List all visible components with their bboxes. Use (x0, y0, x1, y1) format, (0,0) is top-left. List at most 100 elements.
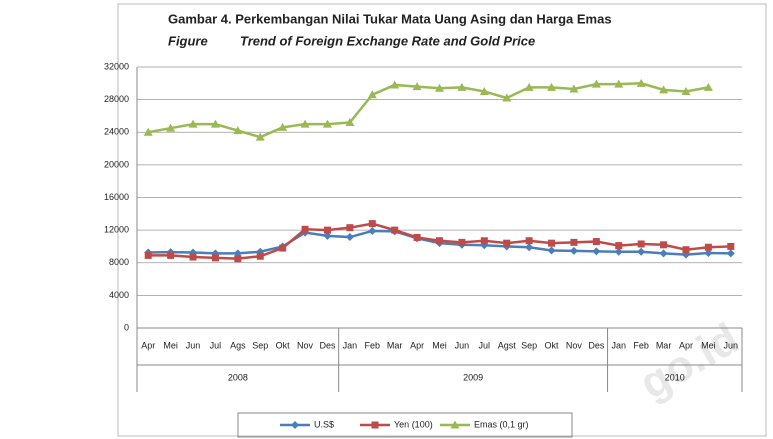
legend-marker (450, 420, 460, 429)
x-tick-label: Des (319, 340, 336, 350)
data-point (704, 248, 713, 257)
data-point (234, 255, 242, 263)
x-tick-label: Mei (432, 340, 447, 350)
legend-label: Emas (0,1 gr) (474, 419, 529, 429)
data-point (525, 243, 534, 252)
data-point (346, 224, 354, 232)
data-point (167, 251, 175, 259)
data-point (659, 249, 668, 258)
x-tick-label: Jan (343, 340, 358, 350)
y-tick-label: 12000 (104, 225, 129, 235)
x-tick-label: Mei (701, 340, 716, 350)
data-point (143, 127, 153, 136)
data-point (323, 226, 331, 234)
data-point (636, 78, 646, 87)
year-label: 2009 (463, 372, 483, 382)
data-point (390, 80, 400, 89)
legend-label: U.S$ (314, 419, 334, 429)
legend-label: Yen (100) (394, 419, 433, 429)
x-tick-label: Jul (479, 340, 491, 350)
data-point (368, 220, 376, 228)
data-point (660, 241, 668, 249)
data-point (548, 239, 556, 247)
data-point (480, 237, 488, 245)
data-point (413, 233, 421, 241)
data-point (704, 243, 712, 251)
y-tick-label: 32000 (104, 61, 129, 71)
data-point (189, 253, 197, 261)
data-point (458, 238, 466, 246)
data-point (256, 252, 264, 260)
x-tick-label: Apr (141, 340, 155, 350)
x-tick-label: Apr (410, 340, 424, 350)
x-tick-label: Des (588, 340, 605, 350)
series-line (147, 82, 709, 139)
data-point (166, 123, 176, 132)
y-tick-label: 20000 (104, 159, 129, 169)
data-point (614, 247, 623, 256)
data-point (367, 90, 377, 99)
data-point (479, 86, 489, 95)
data-point (637, 240, 645, 248)
data-point (615, 242, 623, 250)
x-tick-label: Jun (724, 340, 739, 350)
data-point (570, 238, 578, 246)
legend-marker (291, 421, 299, 429)
x-tick-label: Jul (210, 340, 222, 350)
data-point (435, 83, 444, 92)
legend-box (237, 412, 573, 438)
data-point (279, 244, 287, 252)
data-point (301, 225, 309, 233)
y-tick-label: 28000 (104, 94, 129, 104)
x-tick-label: Agst (498, 340, 517, 350)
data-point (345, 233, 354, 242)
data-point (547, 82, 557, 91)
data-point (300, 119, 310, 128)
data-point (323, 231, 332, 240)
data-point (727, 242, 735, 250)
data-point (659, 85, 669, 94)
data-point (345, 117, 355, 126)
y-tick-label: 0 (124, 322, 129, 332)
data-point (569, 246, 578, 255)
x-tick-label: Mei (163, 340, 178, 350)
data-point (592, 247, 601, 256)
y-tick-label: 8000 (109, 257, 129, 267)
x-tick-label: Feb (365, 340, 381, 350)
x-tick-label: Apr (679, 340, 693, 350)
chart-frame (117, 3, 767, 437)
data-point (412, 82, 422, 91)
y-tick-label: 4000 (109, 290, 129, 300)
y-tick-label: 24000 (104, 127, 129, 137)
x-tick-label: Feb (633, 340, 649, 350)
x-tick-label: Mar (656, 340, 672, 350)
x-tick-label: Jan (612, 340, 627, 350)
x-tick-label: Nov (566, 340, 583, 350)
x-tick-label: Sep (521, 340, 537, 350)
data-point (436, 237, 443, 245)
data-point (682, 246, 690, 254)
data-point (391, 226, 399, 234)
legend-marker (371, 421, 379, 429)
data-point (457, 82, 467, 91)
data-point (278, 122, 288, 131)
data-point (637, 247, 646, 256)
data-point (255, 132, 265, 141)
x-tick-label: Mar (387, 340, 403, 350)
x-tick-label: Nov (297, 340, 314, 350)
year-label: 2010 (665, 372, 685, 382)
data-point (547, 246, 556, 255)
data-point (322, 119, 332, 128)
data-point (569, 84, 579, 93)
data-point (210, 119, 220, 128)
data-point (503, 239, 511, 247)
data-point (525, 237, 533, 245)
subtitle-label: Figure (168, 33, 208, 48)
data-point (591, 79, 601, 88)
x-tick-label: Okt (545, 340, 560, 350)
chart-title: Gambar 4. Perkembangan Nilai Tukar Mata … (168, 11, 612, 26)
data-point (188, 119, 198, 128)
data-point (703, 82, 713, 91)
y-tick-label: 16000 (104, 192, 129, 202)
